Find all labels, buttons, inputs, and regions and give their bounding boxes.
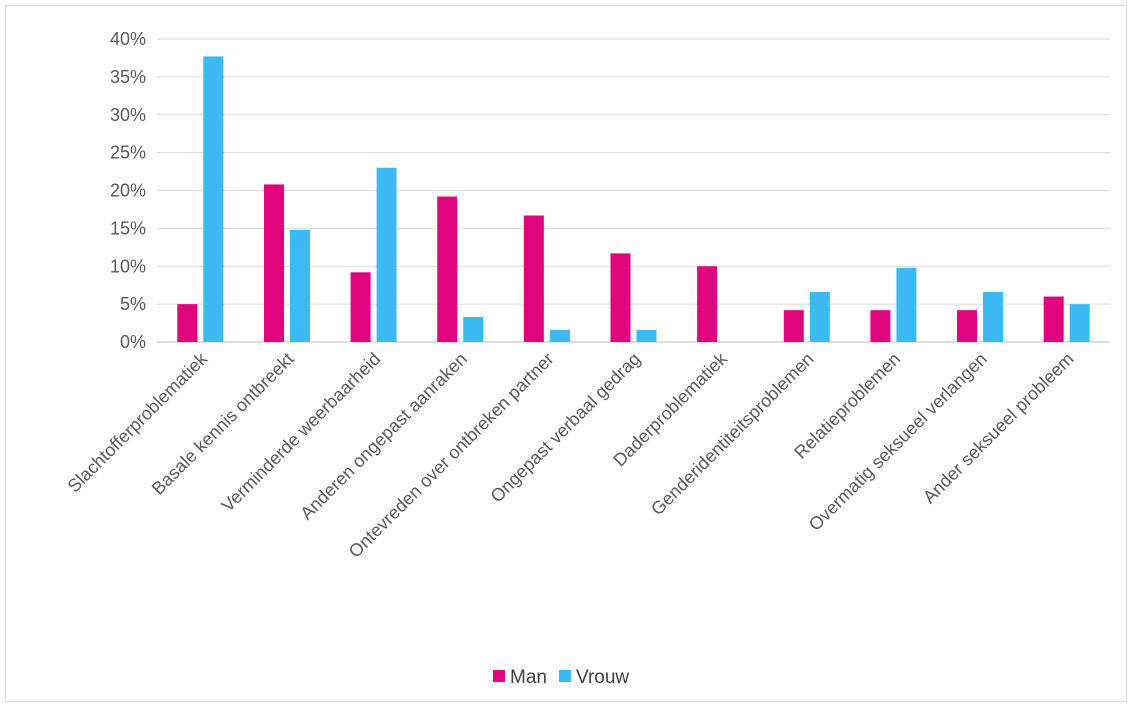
legend-swatch-vrouw: [559, 670, 571, 682]
bar-vrouw: [1069, 304, 1090, 342]
bar-man: [870, 310, 891, 342]
bar-man: [783, 310, 804, 342]
y-tick-label: 0%: [120, 332, 146, 352]
bar-vrouw: [289, 229, 310, 342]
bar-man: [610, 253, 631, 342]
bar-man: [523, 215, 544, 342]
bar-vrouw: [549, 329, 570, 342]
bar-vrouw: [376, 167, 397, 342]
y-axis-tick-labels: 0% 5% 10% 15% 20% 25% 30% 35% 40%: [110, 29, 146, 352]
bar-man: [1043, 296, 1064, 342]
bar-vrouw: [983, 292, 1004, 342]
bar-man: [697, 266, 718, 342]
x-tick-label: Overmatig seksueel verlangen: [805, 349, 991, 535]
y-tick-label: 10%: [110, 256, 146, 276]
chart-frame: [5, 5, 1127, 702]
legend-label-vrouw: Vrouw: [576, 667, 629, 688]
y-tick-label: 25%: [110, 143, 146, 163]
legend-swatch-man: [493, 670, 505, 682]
bar-man: [177, 304, 198, 342]
bar-vrouw: [896, 267, 917, 342]
y-tick-label: 15%: [110, 218, 146, 238]
bar-man: [437, 196, 458, 342]
y-tick-label: 35%: [110, 67, 146, 87]
gridlines: [157, 38, 1110, 343]
bar-vrouw: [463, 317, 484, 342]
bar-vrouw: [203, 56, 224, 343]
bar-vrouw: [809, 292, 830, 342]
bar-vrouw: [636, 329, 657, 342]
x-tick-label: Basale kennis ontbreekt: [148, 349, 298, 499]
x-tick-label: Ander seksueel probleem: [919, 349, 1077, 507]
x-tick-label: Slachtofferproblematiek: [64, 348, 212, 496]
x-tick-label: Verminderde weerbaarheid: [217, 349, 384, 516]
bars: [177, 56, 1090, 343]
x-tick-label: Ongepast verbaal gedrag: [487, 349, 645, 507]
y-tick-label: 5%: [120, 294, 146, 314]
bar-man: [263, 184, 284, 342]
bar-man: [350, 272, 371, 342]
y-tick-label: 30%: [110, 105, 146, 125]
bar-man: [957, 310, 978, 342]
x-tick-label: Anderen ongepast aanraken: [296, 349, 471, 524]
legend-label-man: Man: [510, 667, 547, 688]
y-tick-label: 40%: [110, 29, 146, 49]
y-tick-label: 20%: [110, 181, 146, 201]
legend: Man Vrouw: [493, 667, 629, 688]
x-tick-label: Genderidentiteitsproblemen: [647, 349, 818, 520]
